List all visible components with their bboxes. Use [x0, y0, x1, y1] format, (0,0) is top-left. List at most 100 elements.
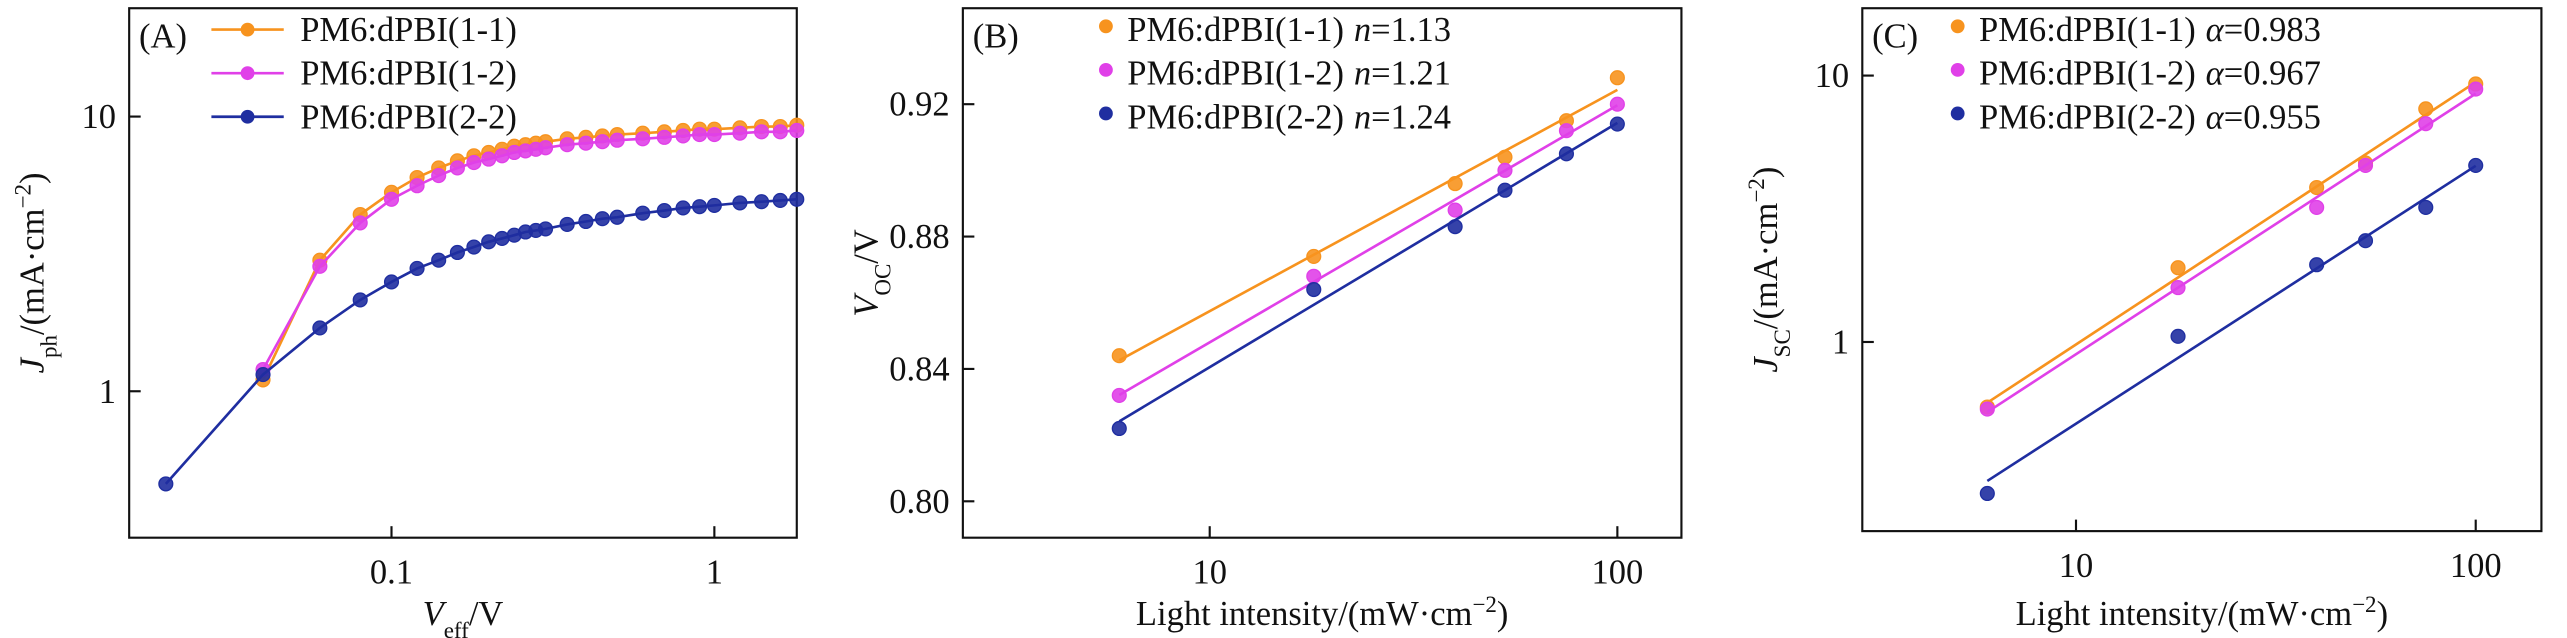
- data-point: [466, 239, 482, 255]
- data-point: [559, 216, 575, 232]
- panel-label: (B): [973, 18, 1019, 56]
- data-point: [1497, 182, 1513, 198]
- legend-name: PM6:dPBI(2-2): [1979, 98, 2196, 136]
- y-tick-label: 0.88: [889, 218, 949, 256]
- data-point: [594, 211, 610, 227]
- label-part: n: [1354, 11, 1371, 49]
- legend-label: PM6:dPBI(2-2) n=1.24: [1127, 98, 1451, 136]
- label-part: =0.955: [2224, 98, 2321, 136]
- data-point: [1306, 248, 1322, 264]
- data-point: [1306, 268, 1322, 284]
- data-point: [2418, 116, 2434, 132]
- label-part: =1.24: [1371, 98, 1451, 136]
- data-point: [635, 131, 651, 147]
- label-part: eff: [444, 617, 469, 638]
- data-point: [481, 234, 497, 250]
- data-point: [635, 205, 651, 221]
- data-point: [2170, 328, 2186, 344]
- label-part: −2: [1743, 178, 1769, 202]
- data-point: [772, 192, 788, 209]
- series-line: [261, 129, 797, 371]
- data-point: [706, 126, 722, 143]
- plot-frame: [128, 7, 798, 539]
- data-point: [1447, 219, 1463, 235]
- data-point: [609, 132, 625, 148]
- y-tick-label: 0.84: [889, 350, 949, 388]
- label-part: OC: [869, 264, 895, 296]
- legend-marker: [1950, 62, 1965, 77]
- label-part: J: [1747, 356, 1785, 373]
- legend-name: PM6:dPBI(1-1): [1127, 11, 1344, 49]
- data-point: [1497, 162, 1513, 178]
- data-point: [2309, 199, 2325, 215]
- data-point: [2418, 199, 2434, 215]
- label-part: ph: [36, 335, 62, 359]
- label-part: ): [1747, 167, 1785, 179]
- x-tick-label: 0.1: [370, 554, 413, 592]
- data-point: [352, 215, 368, 231]
- label-part: α: [2206, 11, 2225, 49]
- legend-label: PM6:dPBI(2-2) α=0.955: [1979, 98, 2321, 136]
- x-tick-label: 1: [706, 554, 723, 592]
- legend-fit: α=0.983: [2206, 11, 2321, 49]
- fit-line: [1118, 104, 1619, 397]
- x-axis-label: Veff/V: [423, 595, 504, 638]
- data-point: [383, 191, 400, 207]
- data-point: [312, 258, 328, 274]
- data-point: [2357, 157, 2374, 173]
- data-point: [409, 260, 425, 276]
- data-point: [1558, 123, 1574, 139]
- label-part: =1.21: [1371, 55, 1451, 93]
- label-part: −2: [10, 184, 36, 209]
- data-point: [1609, 70, 1625, 86]
- y-tick-label: 1: [1832, 323, 1849, 361]
- data-point: [732, 125, 748, 141]
- data-point: [1111, 420, 1127, 437]
- label-part: α: [2206, 55, 2225, 93]
- legend-name: PM6:dPBI(2-2): [1127, 98, 1344, 136]
- plot-frame: [961, 7, 1683, 539]
- data-point: [537, 140, 554, 156]
- data-point: [1306, 281, 1322, 298]
- y-tick-label: 1: [99, 373, 116, 411]
- panel: 10 100 0.80 0.84 0.88 0.92 Light intensity/(mW…: [847, 7, 1683, 633]
- label-part: SC: [1769, 329, 1795, 357]
- data-point: [1979, 401, 1995, 417]
- data-point: [772, 124, 788, 140]
- legend-marker: [240, 66, 255, 81]
- legend-label: PM6:dPBI(2-2): [300, 98, 517, 136]
- data-point: [255, 367, 271, 383]
- data-point: [158, 476, 174, 492]
- data-point: [2357, 233, 2374, 249]
- data-point: [2418, 101, 2434, 117]
- data-point: [732, 195, 748, 211]
- label-part: −2: [1472, 591, 1497, 617]
- label-part: /V: [847, 229, 885, 264]
- data-point: [675, 200, 691, 216]
- x-axis-label: Light intensity/(mW·cm−2): [2016, 591, 2388, 633]
- legend-fit: n=1.21: [1354, 55, 1451, 93]
- data-point: [409, 178, 425, 194]
- data-point: [594, 134, 610, 150]
- y-tick-label: 0.80: [889, 483, 949, 521]
- data-point: [2170, 260, 2186, 276]
- data-point: [1111, 348, 1127, 364]
- x-tick-label: 10: [1192, 554, 1227, 592]
- label-part: /(mA·cm: [14, 208, 52, 335]
- data-point: [789, 191, 805, 207]
- legend-name: PM6:dPBI(1-1): [300, 11, 517, 49]
- data-point: [431, 252, 447, 268]
- legend-label: PM6:dPBI(1-1) n=1.13: [1127, 11, 1451, 49]
- label-part: /(mA·cm: [1747, 203, 1785, 330]
- label-part: n: [1354, 55, 1371, 93]
- x-tick-label: 10: [2059, 547, 2094, 585]
- panel: 0.1 1 1 10 Veff/V Jph/(mA·cm−2) (A) PM6:dPBI(1-…: [10, 7, 805, 638]
- y-tick-label: 10: [1815, 57, 1850, 95]
- data-point: [537, 221, 554, 237]
- y-axis-label: Jph/(mA·cm−2): [10, 173, 62, 374]
- label-part: V: [423, 595, 448, 633]
- data-point: [449, 160, 465, 176]
- data-point: [2468, 81, 2484, 97]
- plot-frame: [1861, 7, 2543, 533]
